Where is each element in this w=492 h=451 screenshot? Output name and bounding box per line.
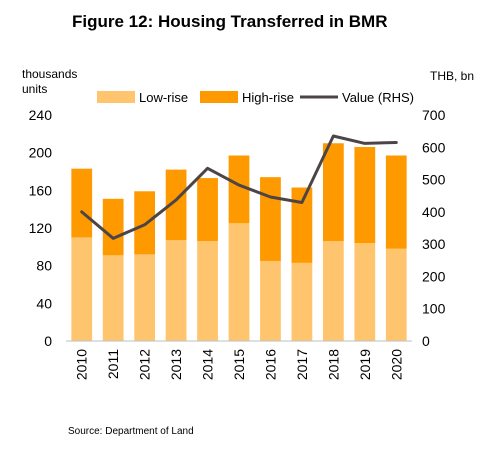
right-tick-label-100: 100 xyxy=(422,301,446,317)
x-tick-label-2011: 2011 xyxy=(105,349,121,379)
bar-high-rise-2011 xyxy=(102,198,124,256)
bar-high-rise-2015 xyxy=(228,155,250,224)
legend-label-high-rise: High-rise xyxy=(242,90,294,105)
source-note: Source: Department of Land xyxy=(68,426,194,437)
chart-title: Figure 12: Housing Transferred in BMR xyxy=(72,12,388,31)
bar-low-rise-2012 xyxy=(134,254,156,341)
right-tick-label-300: 300 xyxy=(422,236,446,252)
right-tick-label-700: 700 xyxy=(422,107,446,123)
bar-low-rise-2011 xyxy=(102,255,124,341)
left-tick-label-80: 80 xyxy=(36,258,52,274)
bar-low-rise-2019 xyxy=(354,243,376,341)
right-tick-label-0: 0 xyxy=(422,333,430,349)
x-tick-label-2012: 2012 xyxy=(137,349,153,380)
legend-label-value-rhs: Value (RHS) xyxy=(342,90,414,105)
bar-high-rise-2019 xyxy=(354,147,376,244)
x-tick-label-2010: 2010 xyxy=(74,349,90,380)
bar-high-rise-2013 xyxy=(165,169,187,241)
bar-low-rise-2020 xyxy=(385,248,407,341)
legend-swatch-high-rise xyxy=(200,91,238,103)
right-tick-label-600: 600 xyxy=(422,139,446,155)
bar-high-rise-2020 xyxy=(385,155,407,249)
left-tick-label-40: 40 xyxy=(36,295,52,311)
x-tick-label-2014: 2014 xyxy=(200,349,216,380)
bar-high-rise-2018 xyxy=(322,143,344,242)
bar-low-rise-2013 xyxy=(165,240,187,341)
right-tick-label-400: 400 xyxy=(422,204,446,220)
x-tick-label-2017: 2017 xyxy=(294,349,310,380)
x-tick-label-2016: 2016 xyxy=(262,349,278,380)
left-tick-label-200: 200 xyxy=(29,145,53,161)
bar-low-rise-2015 xyxy=(228,223,250,341)
right-axis-label: THB, bn xyxy=(430,69,474,83)
x-tick-label-2019: 2019 xyxy=(357,349,373,380)
x-tick-label-2015: 2015 xyxy=(231,349,247,380)
left-tick-label-240: 240 xyxy=(29,107,53,123)
x-tick-label-2013: 2013 xyxy=(168,349,184,380)
bar-low-rise-2017 xyxy=(291,262,313,341)
left-axis-label-line-1: thousands xyxy=(22,67,77,81)
legend-label-low-rise: Low-rise xyxy=(139,90,188,105)
bar-low-rise-2018 xyxy=(322,241,344,341)
right-tick-label-500: 500 xyxy=(422,172,446,188)
legend: Low-rise High-rise Value (RHS) xyxy=(97,90,414,105)
bar-series-group xyxy=(71,143,407,341)
axes-group: 0 40 80 120 160 200 240 0 100 200 300 400 500 600 700 2… xyxy=(29,107,446,380)
bar-high-rise-2014 xyxy=(197,178,218,242)
bar-low-rise-2016 xyxy=(260,260,281,341)
legend-swatch-low-rise xyxy=(97,91,135,103)
x-tick-label-2018: 2018 xyxy=(325,349,341,380)
line-value-rhs xyxy=(80,134,398,240)
bar-high-rise-2017 xyxy=(291,187,313,263)
bar-high-rise-2010 xyxy=(71,168,93,238)
value-line-group xyxy=(80,134,398,240)
bar-low-rise-2010 xyxy=(71,237,93,341)
left-tick-label-120: 120 xyxy=(29,220,53,236)
bar-high-rise-2016 xyxy=(260,177,281,261)
left-tick-label-0: 0 xyxy=(44,333,52,349)
right-tick-label-200: 200 xyxy=(422,268,446,284)
left-tick-label-160: 160 xyxy=(29,182,53,198)
left-axis-label-line-2: units xyxy=(22,82,47,96)
bar-low-rise-2014 xyxy=(197,241,218,341)
x-tick-label-2020: 2020 xyxy=(388,349,404,380)
bar-high-rise-2012 xyxy=(134,191,156,255)
